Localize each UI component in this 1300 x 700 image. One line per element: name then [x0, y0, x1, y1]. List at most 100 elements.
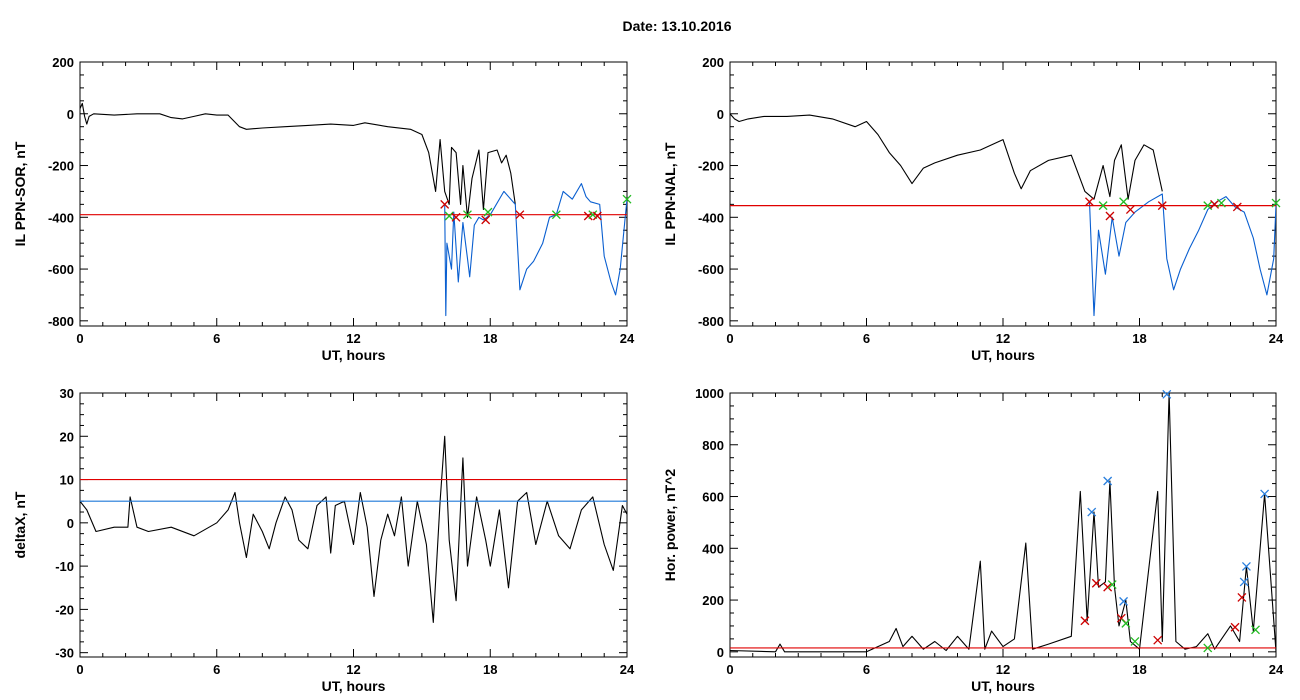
y-tick-label: -200 [48, 159, 74, 174]
marker-stroke [622, 194, 632, 204]
marker-red [1230, 622, 1240, 632]
y-tick-label: -20 [55, 602, 74, 617]
y-tick-label: 10 [60, 473, 74, 488]
marker-stroke [1260, 489, 1270, 499]
y-tick-label: -400 [698, 210, 724, 225]
marker-green [1119, 197, 1129, 207]
series-line-black [80, 435, 627, 623]
marker-red [1232, 202, 1242, 212]
x-tick-label: 6 [213, 331, 220, 346]
chart-panel-top-right: 0 6 12 18 24 200 0 -200 -400 -600 -800 UT, hours IL … [662, 55, 1284, 363]
marker-stroke [551, 210, 561, 220]
marker-blue [1241, 561, 1251, 571]
y-tick-label: 0 [717, 645, 724, 660]
marker-stroke [1119, 197, 1129, 207]
marker-green [1271, 198, 1281, 208]
y-tick-label: 20 [60, 429, 74, 444]
marker-stroke [1237, 593, 1247, 602]
page-title: Date: 13.10.2016 [0, 18, 1300, 34]
marker-stroke [1087, 507, 1097, 517]
marker-green [483, 207, 493, 217]
marker-blue [1162, 389, 1172, 399]
plot-area [730, 393, 1276, 653]
marker-green [1216, 198, 1226, 208]
marker-red [515, 210, 525, 220]
x-tick-label: 0 [726, 331, 733, 346]
y-tick-label: -30 [55, 646, 74, 661]
marker-stroke [1080, 616, 1090, 626]
marker-stroke [1271, 198, 1281, 208]
x-tick-label: 0 [76, 331, 83, 346]
x-axis-label: UT, hours [322, 678, 386, 694]
x-tick-label: 6 [863, 662, 870, 677]
marker-stroke [1216, 198, 1226, 208]
marker-blue [1119, 596, 1129, 606]
y-tick-label: 200 [702, 593, 724, 608]
plot-frame [729, 392, 1277, 658]
y-tick-label: -200 [698, 159, 724, 174]
marker-stroke [588, 210, 598, 220]
y-tick-label: 400 [702, 541, 724, 556]
x-tick-label: 18 [1132, 331, 1146, 346]
y-tick-label: 0 [67, 516, 74, 531]
x-tick-label: 12 [996, 662, 1010, 677]
marker-blue [1239, 577, 1249, 587]
marker-green [444, 211, 454, 221]
marker-blue [1260, 489, 1270, 499]
marker-stroke [444, 211, 454, 221]
chart-panel-bottom-right: 0 6 12 18 24 1000 800 600 400 200 0 UT, hours Hor. p… [662, 386, 1284, 694]
marker-red [1084, 197, 1094, 207]
y-tick-label: -10 [55, 559, 74, 574]
marker-stroke [1251, 625, 1260, 635]
y-tick-label: -800 [698, 314, 724, 329]
marker-red [1153, 635, 1163, 645]
series-line-black [80, 102, 516, 218]
marker-stroke [1121, 618, 1131, 628]
marker-stroke [1119, 596, 1129, 606]
y-axis-label: deltaX, nT [12, 491, 28, 558]
marker-red [481, 215, 491, 225]
marker-red [1210, 199, 1220, 209]
x-axis-label: UT, hours [971, 347, 1035, 363]
series-line-blue [444, 183, 627, 317]
x-tick-label: 24 [1269, 662, 1284, 677]
series-line-black [730, 393, 1276, 653]
marker-stroke [481, 215, 491, 225]
marker-stroke [1162, 389, 1172, 399]
series-line-blue [1088, 193, 1276, 317]
marker-red [592, 211, 602, 221]
y-tick-label: -600 [698, 262, 724, 277]
y-tick-label: 0 [717, 107, 724, 122]
marker-stroke [483, 207, 493, 217]
marker-red [1237, 593, 1247, 602]
marker-red [1105, 211, 1115, 221]
marker-stroke [1105, 211, 1115, 221]
marker-green [1251, 625, 1260, 635]
chart-panel-top-left: 0 6 12 18 24 200 0 -200 -400 -600 -800 UT, hours IL … [12, 55, 635, 363]
plot-area [730, 113, 1276, 317]
marker-stroke [1116, 613, 1126, 623]
marker-stroke [1125, 205, 1135, 214]
y-tick-label: 30 [60, 386, 74, 401]
marker-stroke [1130, 637, 1140, 646]
marker-stroke [1203, 201, 1213, 211]
marker-stroke [1103, 582, 1113, 592]
y-tick-label: -400 [48, 210, 74, 225]
marker-green [1121, 618, 1131, 628]
plot-frame [79, 61, 628, 327]
series-line-black [730, 113, 1163, 200]
marker-stroke [1210, 199, 1220, 209]
marker-stroke [1232, 202, 1242, 212]
y-tick-label: 800 [702, 438, 724, 453]
y-axis-label: IL PPN-NAL, nT [662, 142, 678, 246]
plot-frame [79, 392, 628, 658]
marker-red [1157, 201, 1167, 211]
marker-stroke [451, 212, 461, 222]
marker-green [1130, 637, 1140, 646]
marker-stroke [1153, 635, 1163, 645]
x-tick-label: 12 [346, 662, 360, 677]
marker-red [1080, 616, 1090, 626]
y-tick-label: 0 [67, 107, 74, 122]
y-tick-label: -600 [48, 262, 74, 277]
